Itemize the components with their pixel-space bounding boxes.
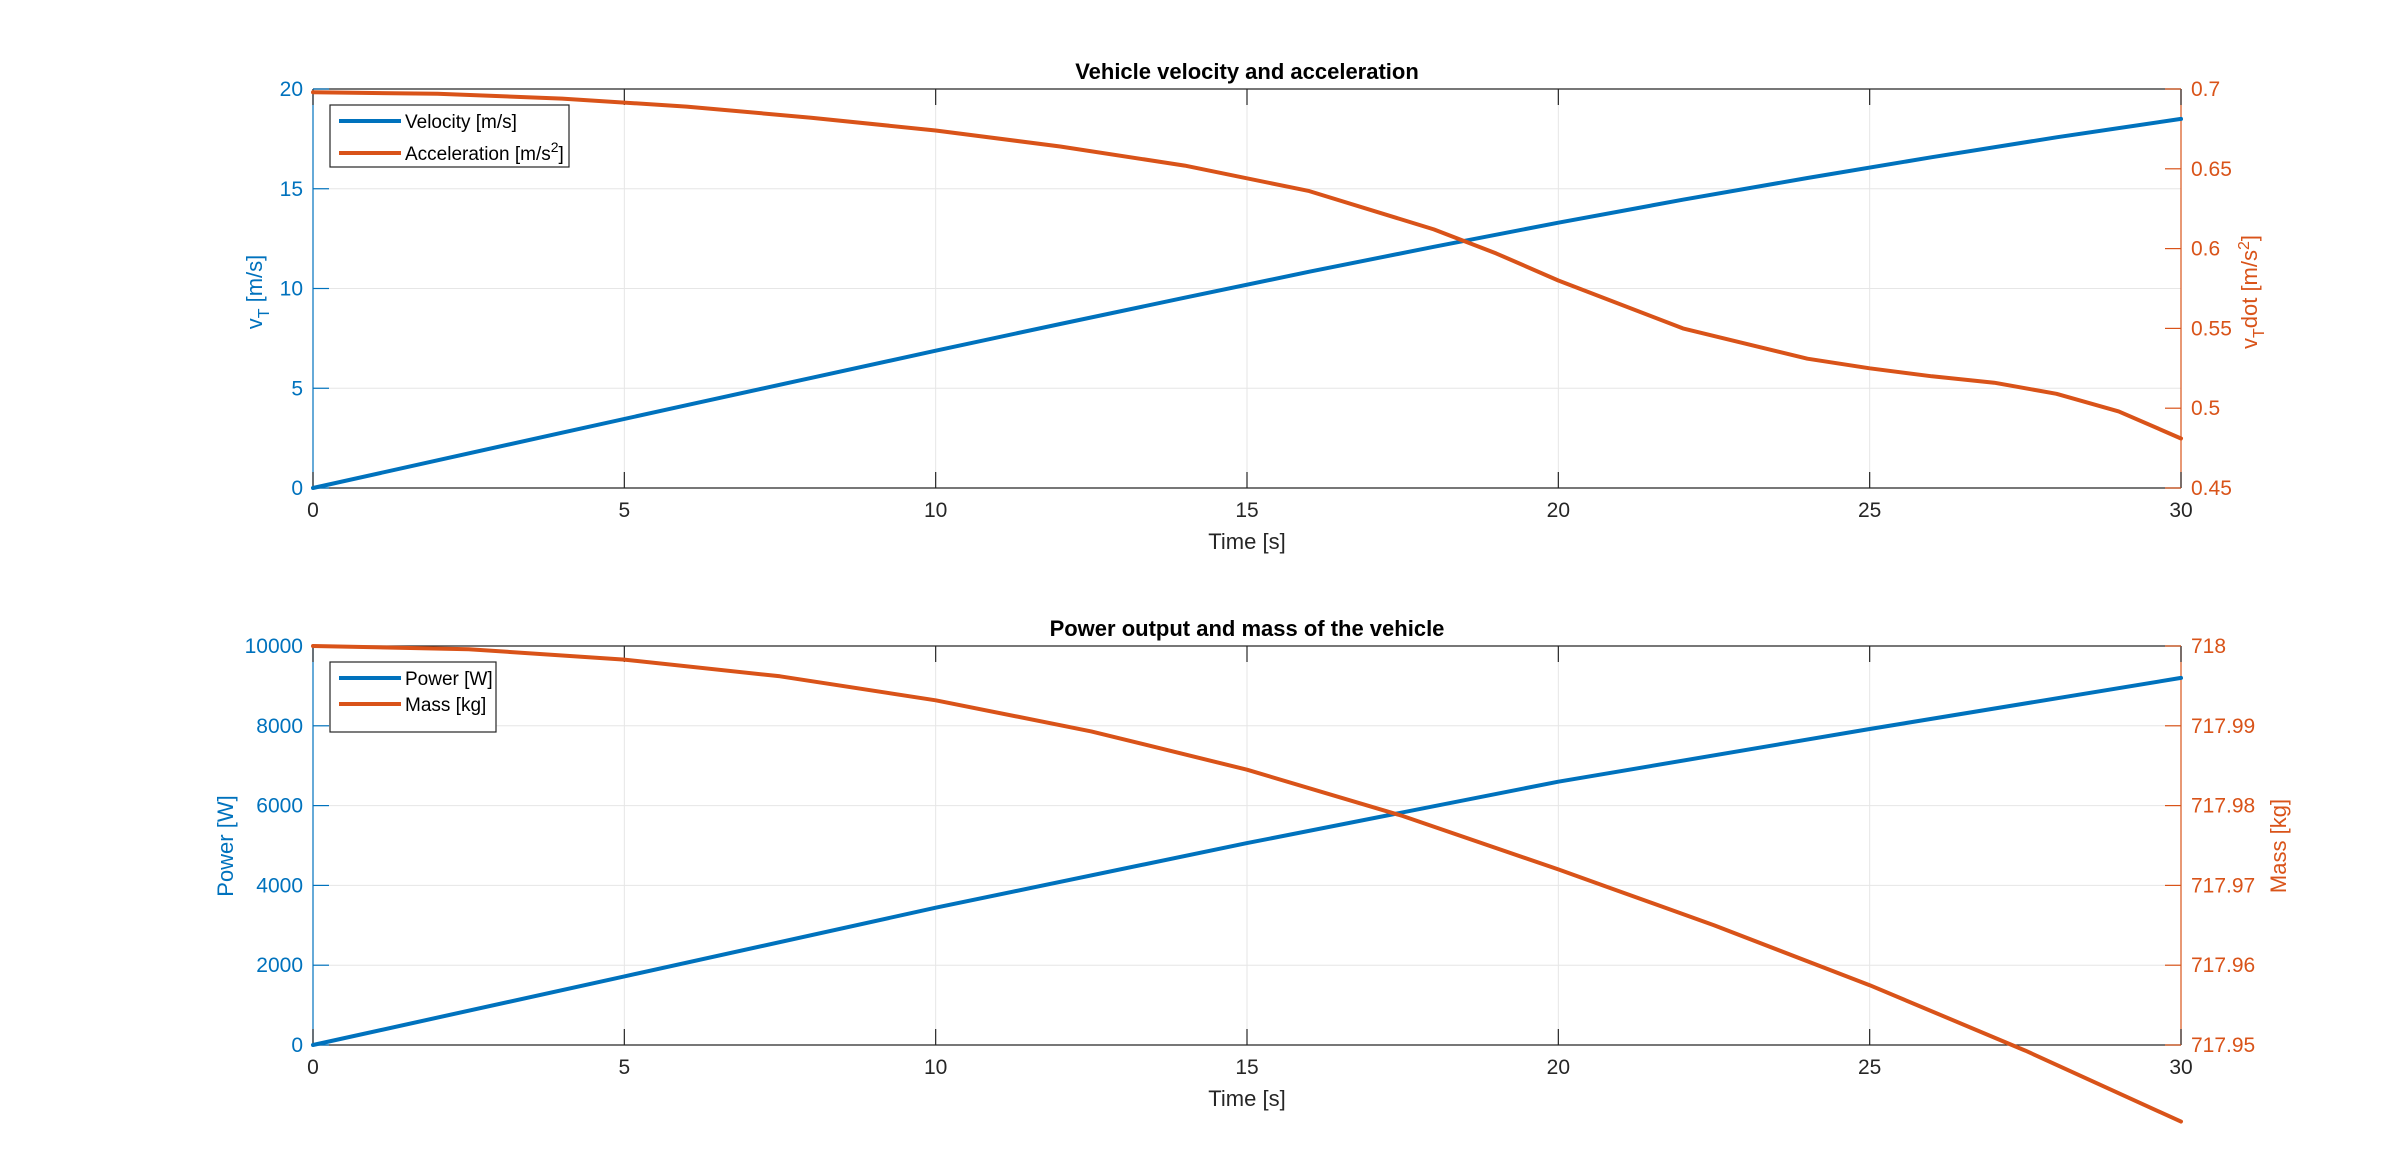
y-right-tick-label: 717.96 bbox=[2191, 954, 2255, 977]
y-left-tick-label: 5 bbox=[291, 377, 303, 400]
y-right-tick-label: 0.5 bbox=[2191, 397, 2220, 420]
chart-velocity-acceleration: Vehicle velocity and acceleration Time [… bbox=[242, 59, 2268, 554]
chart2-ylabel-left: Power [W] bbox=[213, 795, 238, 896]
x-tick-label: 5 bbox=[618, 499, 630, 522]
legend: Velocity [m/s] Acceleration [m/s2] bbox=[329, 104, 570, 168]
x-tick-label: 5 bbox=[618, 1056, 630, 1079]
chart2-title: Power output and mass of the vehicle bbox=[1050, 616, 1445, 641]
y-right-tick-label: 0.45 bbox=[2191, 477, 2232, 500]
x-tick-label: 20 bbox=[1547, 1056, 1570, 1079]
chart2-ylabel-right: Mass [kg] bbox=[2266, 799, 2291, 893]
chart2-xlabel: Time [s] bbox=[1208, 1086, 1285, 1111]
legend-box bbox=[329, 661, 497, 733]
chart1-title: Vehicle velocity and acceleration bbox=[1075, 59, 1419, 84]
chart-power-mass: Power output and mass of the vehicle Tim… bbox=[213, 616, 2291, 1111]
x-tick-label: 10 bbox=[924, 1056, 947, 1079]
x-tick-label: 30 bbox=[2169, 1056, 2192, 1079]
y-right-tick-label: 0.7 bbox=[2191, 78, 2220, 101]
y-left-tick-label: 10000 bbox=[245, 635, 303, 658]
y-right-tick-label: 717.97 bbox=[2191, 874, 2255, 897]
x-tick-label: 25 bbox=[1858, 499, 1881, 522]
y-left-tick-label: 0 bbox=[291, 477, 303, 500]
y-left-tick-label: 0 bbox=[291, 1034, 303, 1057]
y-right-tick-label: 718 bbox=[2191, 635, 2226, 658]
legend-label: Acceleration [m/s2] bbox=[405, 139, 564, 165]
y-left-tick-label: 15 bbox=[280, 178, 303, 201]
x-tick-label: 0 bbox=[307, 499, 319, 522]
chart1-plot: 0 5 10 15 20 25 30 0 5 10 15 20 0.45 0.5 0.55 0.6 0.65 0.… bbox=[280, 78, 2232, 522]
y-right-tick-label: 0.6 bbox=[2191, 238, 2220, 261]
legend-label: Power [W] bbox=[405, 669, 493, 690]
y-right-tick-label: 0.65 bbox=[2191, 158, 2232, 181]
series-line-right bbox=[311, 644, 2183, 1124]
legend: Power [W] Mass [kg] bbox=[329, 661, 497, 733]
chart1-ylabel-right: vTdot [m/s2] bbox=[2236, 235, 2268, 349]
x-tick-label: 15 bbox=[1235, 499, 1258, 522]
y-right-tick-label: 717.95 bbox=[2191, 1034, 2255, 1057]
x-tick-label: 20 bbox=[1547, 499, 1570, 522]
chart1-xlabel: Time [s] bbox=[1208, 529, 1285, 554]
y-right-tick-label: 0.55 bbox=[2191, 317, 2232, 340]
chart2-plot: 0 5 10 15 20 25 30 0 2000 4000 6000 8000 10000 717.95… bbox=[245, 635, 2255, 1124]
legend-label: Mass [kg] bbox=[405, 695, 486, 716]
x-tick-label: 0 bbox=[307, 1056, 319, 1079]
x-tick-label: 30 bbox=[2169, 499, 2192, 522]
x-tick-label: 10 bbox=[924, 499, 947, 522]
y-left-tick-label: 4000 bbox=[256, 874, 303, 897]
chart1-ylabel-left: vT [m/s] bbox=[242, 255, 273, 330]
series-line-left bbox=[311, 116, 2183, 490]
y-right-tick-label: 717.98 bbox=[2191, 795, 2255, 818]
x-tick-label: 15 bbox=[1235, 1056, 1258, 1079]
y-left-tick-label: 8000 bbox=[256, 715, 303, 738]
series-line-right bbox=[311, 90, 2183, 441]
y-left-tick-label: 10 bbox=[280, 278, 303, 301]
y-left-tick-label: 20 bbox=[280, 78, 303, 101]
y-right-tick-label: 717.99 bbox=[2191, 715, 2255, 738]
series-line-left bbox=[311, 675, 2183, 1047]
x-tick-label: 25 bbox=[1858, 1056, 1881, 1079]
y-left-tick-label: 2000 bbox=[256, 954, 303, 977]
legend-label: Velocity [m/s] bbox=[405, 112, 517, 133]
plot-layers: 0 5 10 15 20 25 30 0 5 10 15 20 0.45 0.5 0.55 0.6 0.65 0.… bbox=[245, 78, 2255, 1124]
legend-box bbox=[329, 104, 570, 168]
y-left-tick-label: 6000 bbox=[256, 795, 303, 818]
